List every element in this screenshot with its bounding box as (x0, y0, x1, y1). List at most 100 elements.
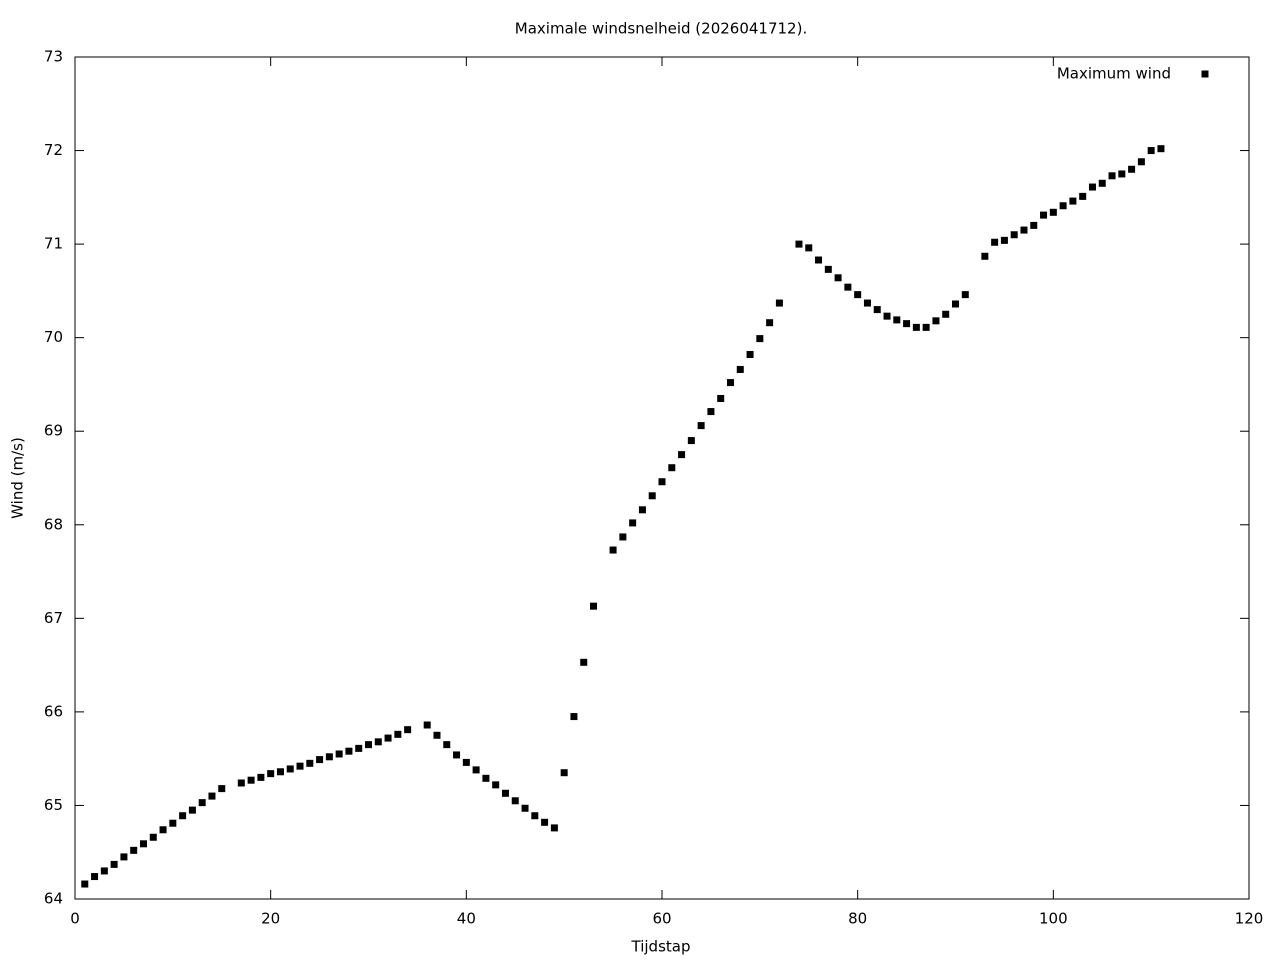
point (316, 756, 324, 764)
point (374, 738, 382, 746)
point (1040, 211, 1048, 219)
point (726, 379, 734, 387)
point (1118, 170, 1126, 178)
point (1049, 208, 1057, 216)
x-tick-label: 100 (1039, 910, 1068, 928)
point (981, 252, 989, 260)
legend-label: Maximum wind (1057, 65, 1171, 83)
chart-title: Maximale windsnelheid (2026041712). (515, 20, 807, 38)
point (678, 451, 686, 459)
point (736, 365, 744, 373)
plot-frame (74, 56, 1250, 900)
point (511, 797, 519, 805)
point (550, 824, 558, 832)
point (991, 238, 999, 246)
point (472, 766, 480, 774)
point (1147, 147, 1155, 155)
point (394, 730, 402, 738)
point (903, 320, 911, 328)
point (208, 792, 216, 800)
y-tick-label: 66 (44, 702, 63, 720)
point (335, 750, 343, 758)
point (580, 658, 588, 666)
y-tick-label: 68 (44, 515, 63, 533)
y-tick-label: 70 (44, 328, 63, 346)
point (531, 812, 539, 820)
point (1010, 231, 1018, 239)
point (648, 492, 656, 500)
point (286, 765, 294, 773)
point (149, 833, 157, 841)
y-tick-label: 69 (44, 422, 63, 440)
x-tick-label: 20 (261, 910, 280, 928)
point (844, 283, 852, 291)
point (717, 394, 725, 402)
point (893, 316, 901, 324)
point (91, 873, 99, 881)
y-axis-label: Wind (m/s) (9, 437, 27, 519)
point (179, 812, 187, 820)
legend-marker (1201, 70, 1209, 78)
point (169, 819, 177, 827)
point (218, 785, 226, 793)
point (687, 437, 695, 445)
point (276, 768, 284, 776)
point (1030, 221, 1038, 229)
point (658, 478, 666, 486)
point (492, 781, 500, 789)
point (775, 299, 783, 307)
y-tick-label: 71 (44, 235, 63, 253)
point (453, 751, 461, 759)
point (1059, 202, 1067, 210)
point (267, 770, 275, 778)
point (952, 300, 959, 308)
point (912, 323, 920, 331)
x-tick-label: 80 (848, 910, 867, 928)
point (805, 244, 813, 252)
point (815, 256, 823, 264)
point (1108, 172, 1116, 180)
point (756, 335, 764, 343)
point (501, 789, 509, 797)
point (237, 779, 245, 787)
point (570, 713, 578, 721)
point (873, 306, 881, 314)
point (795, 240, 803, 248)
point (942, 310, 950, 318)
point (1157, 145, 1165, 153)
point (139, 840, 147, 848)
y-tick-label: 65 (44, 796, 63, 814)
point (629, 519, 637, 527)
point (110, 860, 118, 868)
y-tick-label: 73 (44, 48, 63, 66)
x-tick-label: 0 (70, 910, 80, 928)
point (355, 744, 363, 752)
point (560, 769, 568, 777)
point (482, 774, 490, 782)
x-tick-label: 60 (652, 910, 671, 928)
y-tick-label: 64 (44, 890, 63, 908)
point (247, 776, 255, 784)
point (365, 741, 372, 749)
point (120, 853, 128, 861)
x-tick-label: 120 (1235, 910, 1264, 928)
point (433, 731, 441, 739)
point (922, 323, 930, 331)
point (306, 759, 314, 767)
point (1088, 183, 1096, 191)
point (1137, 158, 1145, 166)
point (325, 753, 333, 761)
point (443, 741, 451, 749)
x-axis-label: Tijdstap (631, 938, 691, 956)
point (619, 533, 627, 541)
point (423, 721, 431, 729)
point (188, 806, 196, 814)
point (384, 734, 392, 742)
point (746, 351, 754, 359)
point (590, 602, 598, 610)
point (863, 299, 871, 307)
point (1098, 179, 1106, 187)
point (766, 319, 774, 327)
point (1069, 197, 1077, 205)
